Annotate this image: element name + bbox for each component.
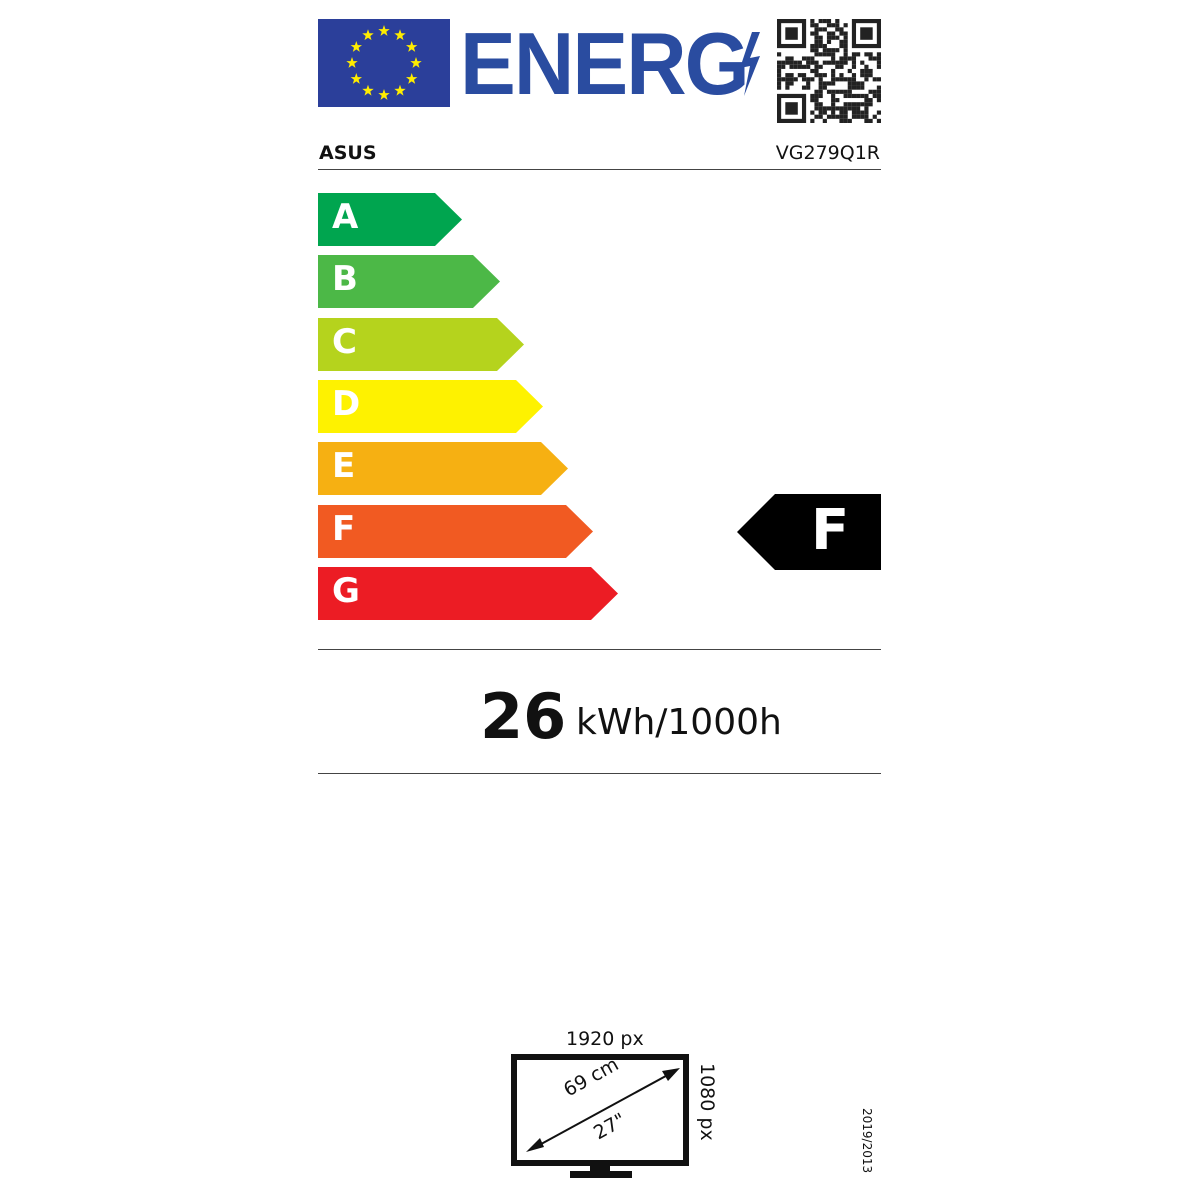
energy-class-label: G <box>332 571 360 611</box>
star-icon <box>406 73 418 84</box>
divider <box>318 169 881 170</box>
star-icon <box>350 41 362 52</box>
rated-class-label: F <box>811 498 850 563</box>
energy-class-label: A <box>332 197 359 237</box>
star-icon <box>346 57 358 68</box>
energy-class-bar-b: B <box>318 255 500 308</box>
resolution-height: 1080 px <box>696 1063 718 1141</box>
energy-class-bar-f: F <box>318 505 593 558</box>
energy-class-label: D <box>332 384 361 424</box>
energy-class-label: E <box>332 446 356 486</box>
energy-class-bar-e: E <box>318 442 568 495</box>
rated-class-indicator: F <box>737 494 881 570</box>
energy-class-label: B <box>332 259 358 299</box>
energy-class-label: C <box>332 322 357 362</box>
energy-unit: kWh/1000h <box>576 702 782 743</box>
monitor-icon <box>511 1054 689 1178</box>
qr-code[interactable] <box>777 19 881 123</box>
model-identifier: VG279Q1R <box>775 142 880 164</box>
supplier-name: ASUS <box>319 142 377 164</box>
divider <box>318 649 881 650</box>
energy-class-label: F <box>332 509 356 549</box>
star-icon <box>378 25 390 36</box>
eu-stars-icon <box>346 25 422 100</box>
star-icon <box>350 73 362 84</box>
energy-class-bar-g: G <box>318 567 618 620</box>
eu-flag <box>318 19 450 107</box>
divider <box>318 773 881 774</box>
regulation-number: 2019/2013 <box>860 1108 874 1174</box>
star-icon <box>410 57 422 68</box>
lightning-icon <box>740 32 760 96</box>
energy-logo-text: ENERG <box>460 14 750 113</box>
resolution-width: 1920 px <box>566 1028 644 1050</box>
star-icon <box>362 84 374 96</box>
energy-logo: ENERG <box>460 14 750 114</box>
star-icon <box>406 41 418 52</box>
star-icon <box>362 29 374 41</box>
energy-class-bar-d: D <box>318 380 543 433</box>
energy-class-bar-a: A <box>318 193 462 246</box>
energy-value: 26 <box>480 680 567 753</box>
star-icon <box>378 89 390 100</box>
star-icon <box>394 29 406 41</box>
energy-class-bar-c: C <box>318 318 524 371</box>
star-icon <box>394 84 406 96</box>
